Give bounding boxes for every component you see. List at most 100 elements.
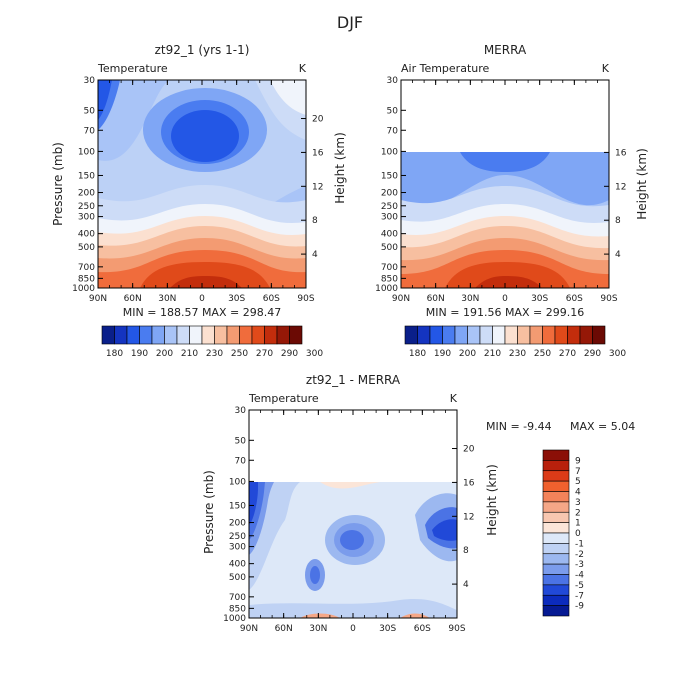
y-tick-label: 100 xyxy=(229,477,246,487)
colorbar-label: 3 xyxy=(575,498,581,508)
colorbar-label: -5 xyxy=(575,581,584,591)
colorbar-swatch xyxy=(542,501,570,513)
colorbar-swatch xyxy=(554,325,568,345)
height-tick-label: 20 xyxy=(312,115,324,125)
colorbar-swatch xyxy=(542,491,570,503)
x-tick-label: 30S xyxy=(531,294,548,304)
contour-field xyxy=(249,430,457,618)
colorbar-label: 300 xyxy=(609,349,626,359)
colorbar-swatch xyxy=(417,325,431,345)
height-tick-label: 8 xyxy=(463,546,469,556)
x-tick-label: 30S xyxy=(228,294,245,304)
panel-title: MERRA xyxy=(484,43,527,57)
colorbar-label: -9 xyxy=(575,602,584,612)
colorbar-label: -7 xyxy=(575,591,584,601)
x-tick-label: 90S xyxy=(600,294,617,304)
height-tick-label: 16 xyxy=(615,148,627,158)
colorbar-swatch xyxy=(189,325,203,345)
height-tick-label: 12 xyxy=(463,512,474,522)
y-tick-label: 1000 xyxy=(223,614,246,624)
y-tick-label: 850 xyxy=(381,274,398,284)
y-tick-label: 200 xyxy=(381,189,398,199)
colorbar-label: 1 xyxy=(575,519,581,529)
y-tick-label: 50 xyxy=(84,106,96,116)
colorbar-label: 5 xyxy=(575,477,581,487)
y-tick-label: 1000 xyxy=(375,284,398,294)
figure-title: DJF xyxy=(337,13,363,32)
colorbar-swatch xyxy=(101,325,115,345)
colorbar-label: 200 xyxy=(156,349,173,359)
min-max-text: MIN = 188.57 MAX = 298.47 xyxy=(123,306,281,319)
colorbar-label: 270 xyxy=(256,349,273,359)
colorbar-swatch xyxy=(201,325,215,345)
colorbar-swatch xyxy=(151,325,165,345)
colorbar-swatch xyxy=(454,325,468,345)
x-tick-label: 60S xyxy=(263,294,280,304)
colorbar-swatch xyxy=(542,532,570,544)
y-axis-label-left: Pressure (mb) xyxy=(51,142,65,226)
units-label: K xyxy=(299,62,307,75)
x-tick-label: 0 xyxy=(502,294,508,304)
colorbar-label: -1 xyxy=(575,539,584,549)
colorbar-swatch xyxy=(542,460,570,472)
variable-label: Temperature xyxy=(248,392,319,405)
colorbar-label: 290 xyxy=(584,349,601,359)
colorbar-label: 290 xyxy=(281,349,298,359)
x-tick-label: 90S xyxy=(448,624,465,634)
y-tick-label: 400 xyxy=(229,560,246,570)
contour-field xyxy=(401,80,609,288)
colorbar-swatch xyxy=(592,325,606,345)
x-tick-label: 30N xyxy=(158,294,176,304)
y-tick-label: 500 xyxy=(78,243,95,253)
panel-title: zt92_1 - MERRA xyxy=(306,373,401,387)
colorbar-swatch xyxy=(429,325,443,345)
y-tick-label: 700 xyxy=(381,263,398,273)
colorbar-swatch xyxy=(542,480,570,492)
colorbar-swatch xyxy=(467,325,481,345)
colorbar-label: 210 xyxy=(484,349,501,359)
colorbar-label: 200 xyxy=(459,349,476,359)
y-tick-label: 500 xyxy=(229,573,246,583)
colorbar-swatch xyxy=(542,594,570,606)
y-axis-label-right: Height (km) xyxy=(635,148,649,219)
colorbar-swatch xyxy=(442,325,456,345)
height-tick-label: 16 xyxy=(463,478,475,488)
y-tick-label: 700 xyxy=(78,263,95,273)
y-tick-label: 500 xyxy=(381,243,398,253)
y-tick-label: 300 xyxy=(381,213,398,223)
y-tick-label: 400 xyxy=(78,230,95,240)
colorbar-swatch xyxy=(214,325,228,345)
colorbar-swatch xyxy=(251,325,265,345)
x-tick-label: 90N xyxy=(89,294,107,304)
y-tick-label: 700 xyxy=(229,593,246,603)
colorbar-label: 9 xyxy=(575,456,581,466)
colorbar-swatch xyxy=(164,325,178,345)
colorbar-swatch xyxy=(542,511,570,523)
colorbar-label: -3 xyxy=(575,560,584,570)
colorbar-swatch xyxy=(542,522,570,534)
colorbar-swatch xyxy=(276,325,290,345)
x-tick-label: 0 xyxy=(199,294,205,304)
x-tick-label: 90S xyxy=(297,294,314,304)
max-text: MAX = 5.04 xyxy=(570,420,635,433)
y-tick-label: 250 xyxy=(381,202,398,212)
y-tick-label: 30 xyxy=(387,76,399,86)
y-tick-label: 50 xyxy=(235,436,247,446)
y-tick-label: 30 xyxy=(84,76,96,86)
colorbar-swatch xyxy=(542,574,570,586)
colorbar-label: 300 xyxy=(306,349,323,359)
height-tick-label: 4 xyxy=(312,250,318,260)
y-tick-label: 100 xyxy=(381,147,398,157)
x-tick-label: 60N xyxy=(275,624,293,634)
colorbar-swatch xyxy=(567,325,581,345)
variable-label: Temperature xyxy=(97,62,168,75)
panel-difference: zt92_1 - MERRA Temperature K 90N 60N 30N 0 3… xyxy=(202,373,635,634)
min-max-text: MIN = 191.56 MAX = 299.16 xyxy=(426,306,584,319)
colorbar-label: -4 xyxy=(575,571,584,581)
colorbar-swatch xyxy=(264,325,278,345)
panel-model: zt92_1 (yrs 1-1) Temperature K 90N 60N 30N… xyxy=(51,43,347,359)
colorbar-label: 250 xyxy=(231,349,248,359)
colorbar-label: -2 xyxy=(575,550,584,560)
colorbar-swatch xyxy=(579,325,593,345)
colorbar-swatch xyxy=(542,584,570,596)
